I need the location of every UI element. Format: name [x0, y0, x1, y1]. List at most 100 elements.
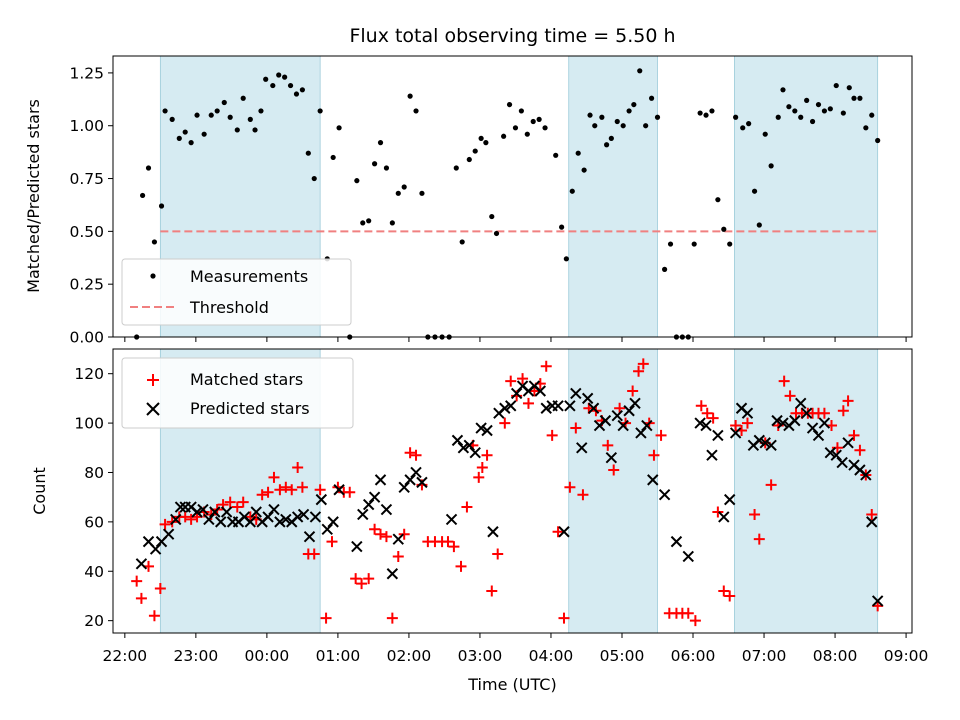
x-tick-label: 02:00	[387, 647, 432, 665]
measurement-point	[389, 220, 395, 226]
predicted-star-point	[564, 400, 576, 412]
measurement-point	[293, 91, 300, 97]
x-tick-label: 07:00	[742, 647, 787, 665]
x-axis-label: Time (UTC)	[467, 675, 556, 694]
matched-star-point	[320, 612, 332, 624]
predicted-star-point	[499, 402, 511, 414]
measurement-point	[875, 137, 881, 144]
x-tick-label: 04:00	[529, 647, 574, 665]
measurement-point	[360, 220, 366, 226]
measurement-point	[208, 112, 214, 118]
predicted-star-point	[215, 516, 227, 528]
top-y-tick-label: 0.25	[69, 276, 104, 294]
matched-star-point	[442, 536, 454, 548]
predicted-star-point	[445, 513, 458, 526]
measurement-point	[227, 114, 233, 120]
matched-star-point	[499, 417, 511, 429]
measurement-point	[139, 192, 146, 199]
bottom-y-tick-label: 120	[74, 365, 104, 383]
measurement-point	[162, 108, 168, 114]
predicted-star-point	[380, 503, 393, 516]
predicted-star-point	[617, 419, 629, 432]
matched-star-point	[154, 583, 166, 595]
matched-star-point	[448, 541, 460, 553]
measurement-point	[751, 188, 758, 194]
measurement-point	[270, 82, 276, 89]
predicted-star-point	[629, 397, 641, 410]
measurement-point	[697, 110, 703, 116]
measurement-point	[371, 161, 378, 167]
measurement-point	[542, 125, 548, 131]
predicted-star-point	[623, 405, 635, 417]
matched-star-point	[701, 407, 713, 419]
measurement-point	[489, 213, 495, 220]
matched-star-point	[866, 508, 878, 520]
measurement-point	[792, 108, 798, 114]
legend-measurement-marker	[150, 273, 156, 279]
measurement-point	[383, 165, 390, 171]
measurement-point	[305, 150, 311, 156]
measurement-point	[317, 108, 323, 114]
measurement-point	[466, 156, 472, 163]
matched-star-point	[410, 449, 422, 461]
predicted-star-point	[706, 449, 718, 461]
predicted-star-point	[220, 506, 233, 518]
matched-star-point	[237, 496, 249, 508]
predicted-star-point	[682, 550, 694, 563]
matched-star-point	[517, 373, 529, 385]
predicted-star-point	[510, 387, 523, 400]
x-tick-label: 23:00	[174, 647, 219, 665]
predicted-star-point	[386, 568, 399, 580]
measurement-point	[258, 108, 264, 114]
predicted-star-point	[149, 543, 162, 555]
measurement-point	[214, 108, 220, 114]
predicted-star-point	[244, 516, 257, 528]
predicted-star-point	[611, 409, 623, 422]
measurement-point	[746, 121, 752, 127]
matched-star-point	[268, 471, 280, 483]
matched-star-point	[778, 375, 790, 387]
shaded-region-1	[568, 55, 658, 338]
predicted-star-point	[759, 437, 771, 449]
measurement-point	[740, 125, 746, 131]
predicted-star-point	[777, 417, 789, 429]
matched-star-point	[308, 548, 320, 560]
matched-star-point	[749, 508, 761, 520]
measurement-point	[493, 230, 500, 237]
matched-star-point	[185, 513, 197, 525]
predicted-star-point	[729, 427, 742, 439]
matched-star-point	[356, 578, 368, 590]
matched-star-point	[854, 444, 866, 456]
predicted-star-point	[871, 595, 884, 607]
predicted-star-point	[694, 417, 706, 429]
measurement-point	[553, 152, 559, 158]
bottom-y-tick-label: 40	[84, 563, 104, 581]
measurement-point	[453, 165, 459, 171]
predicted-star-point	[209, 506, 221, 518]
bottom-legend: Matched stars Predicted stars	[121, 357, 354, 429]
measurement-point	[559, 224, 565, 230]
matched-star-point	[159, 518, 171, 530]
matched-star-point	[224, 496, 236, 508]
predicted-star-point	[416, 476, 428, 489]
measurement-point	[299, 87, 305, 93]
measurement-point	[182, 129, 188, 135]
measurement-point	[608, 135, 614, 141]
matched-star-point	[753, 533, 765, 545]
measurement-point	[846, 85, 852, 91]
measurement-point	[169, 116, 175, 122]
predicted-star-point	[558, 526, 570, 538]
measurement-point	[614, 118, 620, 125]
predicted-star-point	[274, 516, 286, 528]
matched-star-point	[363, 573, 375, 585]
measurement-point	[478, 135, 484, 141]
predicted-star-point	[451, 434, 464, 447]
predicted-star-point	[658, 488, 671, 501]
bottom-panel: 20 40 60 80 100 120 22:00 23:00 00:00 01:00 02:00…	[30, 348, 928, 694]
predicted-star-point	[570, 387, 582, 400]
matched-star-point	[148, 610, 160, 622]
predicted-star-point	[830, 449, 842, 461]
predicted-star-point	[203, 513, 215, 526]
x-tick-label: 00:00	[245, 647, 290, 665]
